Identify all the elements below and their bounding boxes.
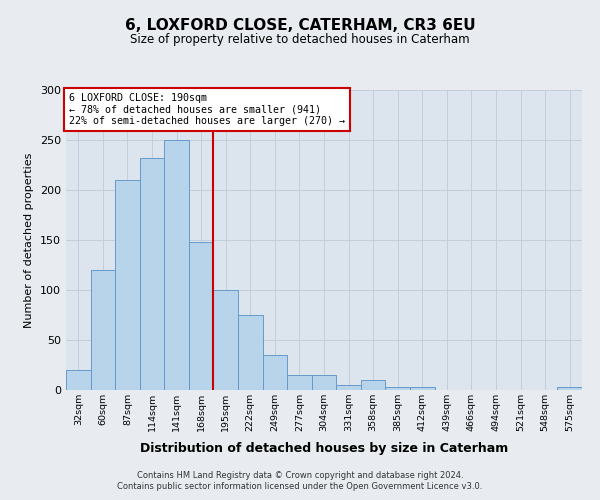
Bar [557, 387, 582, 390]
Bar [189, 242, 214, 390]
Bar [66, 370, 91, 390]
Bar [214, 290, 238, 390]
Bar [238, 315, 263, 390]
Bar [287, 375, 312, 390]
Bar [164, 140, 189, 390]
Bar [361, 380, 385, 390]
Y-axis label: Number of detached properties: Number of detached properties [25, 152, 34, 328]
Text: Contains public sector information licensed under the Open Government Licence v3: Contains public sector information licen… [118, 482, 482, 491]
Bar [140, 158, 164, 390]
Bar [336, 385, 361, 390]
Bar [115, 180, 140, 390]
Bar [385, 387, 410, 390]
Text: Contains HM Land Registry data © Crown copyright and database right 2024.: Contains HM Land Registry data © Crown c… [137, 471, 463, 480]
Bar [312, 375, 336, 390]
X-axis label: Distribution of detached houses by size in Caterham: Distribution of detached houses by size … [140, 442, 508, 456]
Text: 6, LOXFORD CLOSE, CATERHAM, CR3 6EU: 6, LOXFORD CLOSE, CATERHAM, CR3 6EU [125, 18, 475, 32]
Text: Size of property relative to detached houses in Caterham: Size of property relative to detached ho… [130, 32, 470, 46]
Text: 6 LOXFORD CLOSE: 190sqm
← 78% of detached houses are smaller (941)
22% of semi-d: 6 LOXFORD CLOSE: 190sqm ← 78% of detache… [68, 93, 344, 126]
Bar [91, 270, 115, 390]
Bar [410, 387, 434, 390]
Bar [263, 355, 287, 390]
